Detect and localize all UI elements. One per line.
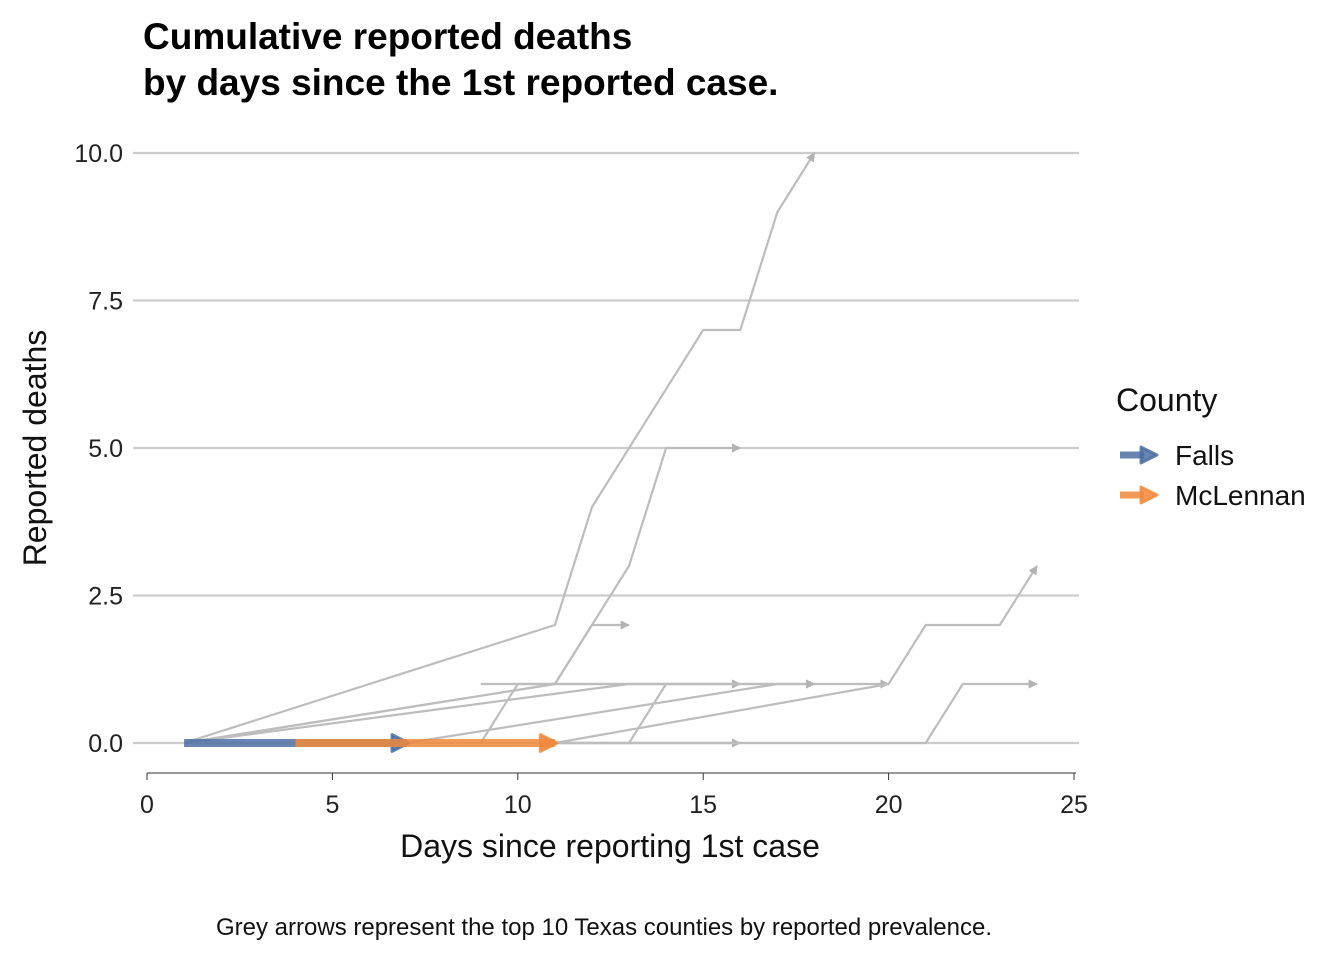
y-tick-label: 5.0 [88, 435, 123, 463]
y-axis-ticks: 0.0 2.5 5.0 7.5 10.0 [74, 140, 123, 758]
legend-label-falls: Falls [1175, 440, 1234, 471]
legend-title: County [1116, 382, 1217, 418]
x-axis-title: Days since reporting 1st case [400, 828, 820, 864]
legend-items: Falls McLennan [1120, 440, 1306, 511]
grey-county-arrow [554, 679, 1038, 745]
grey-county-arrows [183, 152, 1038, 748]
x-tick-label: 5 [325, 791, 339, 819]
y-tick-label: 0.0 [88, 730, 123, 758]
grey-county-arrow [554, 565, 1038, 745]
x-tick-label: 10 [504, 791, 532, 819]
y-axis-title: Reported deaths [17, 330, 53, 567]
x-tick-label: 20 [875, 791, 903, 819]
y-tick-label: 7.5 [88, 288, 123, 316]
legend-key-mclennan [1120, 485, 1159, 505]
legend: County Falls McLennan [1116, 382, 1306, 511]
x-tick-label: 15 [689, 791, 717, 819]
x-tick-label: 25 [1060, 791, 1088, 819]
chart-title-line-1: Cumulative reported deaths [143, 16, 632, 57]
legend-label-mclennan: McLennan [1175, 480, 1306, 511]
y-tick-label: 2.5 [88, 583, 123, 611]
chart-caption: Grey arrows represent the top 10 Texas c… [216, 914, 992, 941]
legend-key-falls [1120, 445, 1159, 465]
grey-county-arrow [183, 620, 630, 745]
y-tick-label: 10.0 [74, 140, 123, 168]
grey-county-arrow [183, 152, 816, 745]
x-tick-label: 0 [140, 791, 154, 819]
y-gridlines [133, 151, 1079, 745]
x-axis-ticks: 0 5 10 15 20 25 [140, 773, 1088, 819]
chart-title-line-2: by days since the 1st reported case. [143, 62, 778, 103]
